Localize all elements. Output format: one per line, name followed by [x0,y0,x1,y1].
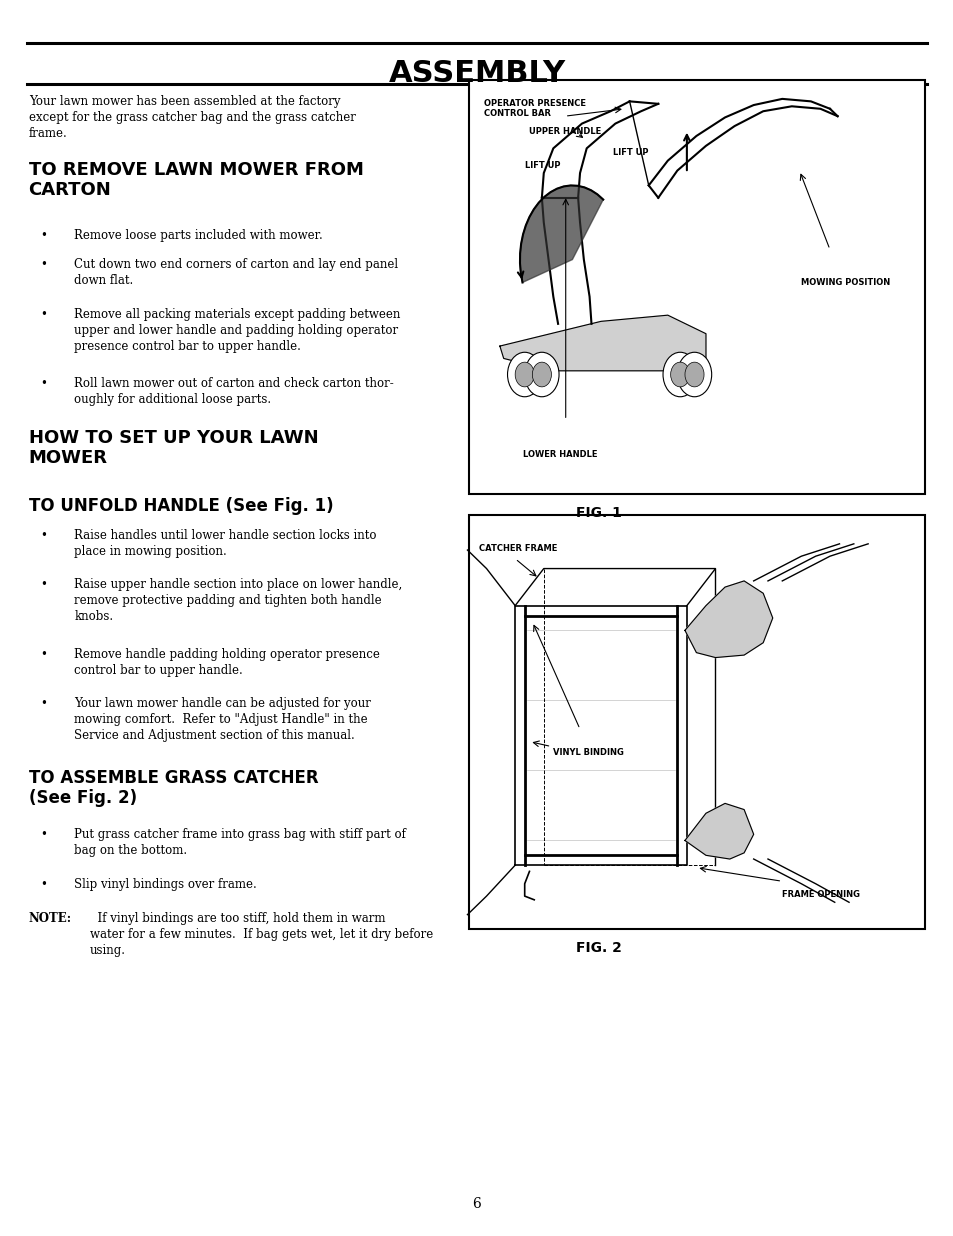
Text: TO REMOVE LAWN MOWER FROM
CARTON: TO REMOVE LAWN MOWER FROM CARTON [29,161,363,199]
Circle shape [515,362,534,387]
Text: If vinyl bindings are too stiff, hold them in warm
water for a few minutes.  If : If vinyl bindings are too stiff, hold th… [90,912,433,957]
Text: TO ASSEMBLE GRASS CATCHER
(See Fig. 2): TO ASSEMBLE GRASS CATCHER (See Fig. 2) [29,769,318,807]
Text: Your lawn mower has been assembled at the factory
except for the grass catcher b: Your lawn mower has been assembled at th… [29,95,355,140]
Text: LIFT UP: LIFT UP [613,148,648,157]
Text: •: • [40,578,47,592]
Text: •: • [40,828,47,842]
Text: ASSEMBLY: ASSEMBLY [388,59,565,88]
Text: •: • [40,308,47,321]
Text: Roll lawn mower out of carton and check carton thor-
oughly for additional loose: Roll lawn mower out of carton and check … [74,377,394,405]
Circle shape [532,362,551,387]
Text: •: • [40,258,47,272]
Circle shape [677,352,711,397]
Text: •: • [40,377,47,391]
Text: NOTE:: NOTE: [29,912,71,926]
Text: MOWING POSITION: MOWING POSITION [801,278,890,287]
Text: Raise upper handle section into place on lower handle,
remove protective padding: Raise upper handle section into place on… [74,578,402,623]
Text: LIFT UP: LIFT UP [524,161,559,169]
Polygon shape [684,803,753,859]
Polygon shape [519,185,602,283]
Bar [469,80,924,494]
Text: OPERATOR PRESENCE
CONTROL BAR: OPERATOR PRESENCE CONTROL BAR [483,99,585,119]
Text: 6: 6 [472,1198,481,1211]
Text: Cut down two end corners of carton and lay end panel
down flat.: Cut down two end corners of carton and l… [74,258,398,287]
Circle shape [507,352,541,397]
Text: Slip vinyl bindings over frame.: Slip vinyl bindings over frame. [74,878,257,891]
Circle shape [684,362,703,387]
Bar [469,515,924,929]
Text: FIG. 2: FIG. 2 [576,941,621,954]
Text: Your lawn mower handle can be adjusted for your
mowing comfort.  Refer to "Adjus: Your lawn mower handle can be adjusted f… [74,697,371,742]
Text: Remove handle padding holding operator presence
control bar to upper handle.: Remove handle padding holding operator p… [74,648,380,676]
Text: •: • [40,229,47,242]
Circle shape [670,362,689,387]
Text: UPPER HANDLE: UPPER HANDLE [529,127,601,136]
Text: Remove all packing materials except padding between
upper and lower handle and p: Remove all packing materials except padd… [74,308,400,352]
Text: LOWER HANDLE: LOWER HANDLE [522,450,597,459]
Circle shape [524,352,558,397]
Text: HOW TO SET UP YOUR LAWN
MOWER: HOW TO SET UP YOUR LAWN MOWER [29,429,318,467]
Polygon shape [499,315,705,371]
Text: TO UNFOLD HANDLE (See Fig. 1): TO UNFOLD HANDLE (See Fig. 1) [29,497,333,515]
Text: VINYL BINDING: VINYL BINDING [553,748,623,756]
Text: •: • [40,529,47,543]
Text: FRAME OPENING: FRAME OPENING [781,890,860,899]
Polygon shape [684,581,772,658]
Text: FIG. 1: FIG. 1 [576,506,621,519]
Circle shape [662,352,697,397]
Text: CATCHER FRAME: CATCHER FRAME [478,544,557,552]
Text: •: • [40,878,47,891]
Text: Remove loose parts included with mower.: Remove loose parts included with mower. [74,229,323,242]
Text: Raise handles until lower handle section locks into
place in mowing position.: Raise handles until lower handle section… [74,529,376,557]
Text: •: • [40,648,47,661]
Text: Put grass catcher frame into grass bag with stiff part of
bag on the bottom.: Put grass catcher frame into grass bag w… [74,828,406,857]
Text: •: • [40,697,47,711]
